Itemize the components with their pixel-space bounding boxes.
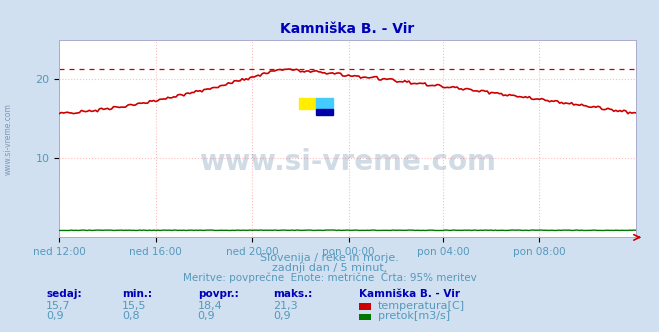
Text: temperatura[C]: temperatura[C] bbox=[378, 301, 465, 311]
Text: pretok[m3/s]: pretok[m3/s] bbox=[378, 311, 449, 321]
Text: 15,7: 15,7 bbox=[46, 301, 71, 311]
Text: Meritve: povprečne  Enote: metrične  Črta: 95% meritev: Meritve: povprečne Enote: metrične Črta:… bbox=[183, 271, 476, 283]
Text: maks.:: maks.: bbox=[273, 289, 313, 299]
Text: 0,9: 0,9 bbox=[198, 311, 215, 321]
Text: www.si-vreme.com: www.si-vreme.com bbox=[4, 104, 13, 175]
Text: min.:: min.: bbox=[122, 289, 152, 299]
Text: 0,8: 0,8 bbox=[122, 311, 140, 321]
Text: 0,9: 0,9 bbox=[273, 311, 291, 321]
Bar bbox=[316, 98, 333, 109]
Title: Kamniška B. - Vir: Kamniška B. - Vir bbox=[281, 22, 415, 36]
Bar bbox=[299, 98, 316, 109]
Text: Kamniška B. - Vir: Kamniška B. - Vir bbox=[359, 289, 460, 299]
Text: 0,9: 0,9 bbox=[46, 311, 64, 321]
Text: zadnji dan / 5 minut.: zadnji dan / 5 minut. bbox=[272, 263, 387, 273]
Text: 21,3: 21,3 bbox=[273, 301, 298, 311]
Text: 18,4: 18,4 bbox=[198, 301, 223, 311]
Text: 15,5: 15,5 bbox=[122, 301, 146, 311]
Text: povpr.:: povpr.: bbox=[198, 289, 239, 299]
Bar bbox=[316, 109, 333, 116]
Text: Slovenija / reke in morje.: Slovenija / reke in morje. bbox=[260, 253, 399, 263]
Text: www.si-vreme.com: www.si-vreme.com bbox=[199, 148, 496, 176]
Text: sedaj:: sedaj: bbox=[46, 289, 82, 299]
